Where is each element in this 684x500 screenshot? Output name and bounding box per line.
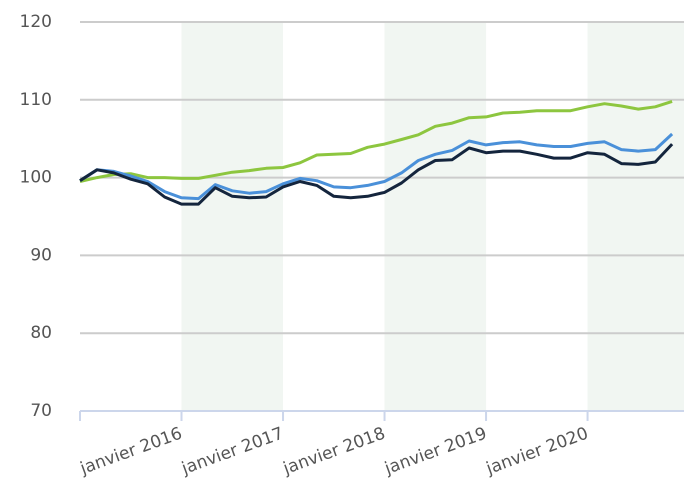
y-tick-label: 100 bbox=[20, 168, 52, 188]
series-line bbox=[79, 99, 673, 183]
series-line bbox=[79, 132, 674, 201]
shaded-band bbox=[384, 22, 487, 411]
shaded-band bbox=[181, 22, 284, 411]
y-tick-label: 110 bbox=[20, 90, 52, 110]
y-tick-label: 80 bbox=[30, 323, 52, 343]
x-tick-label: janvier 2018 bbox=[280, 424, 388, 480]
series-line bbox=[79, 143, 674, 206]
y-tick-label: 70 bbox=[30, 401, 52, 421]
x-tick-label: janvier 2020 bbox=[483, 424, 591, 480]
y-tick-label: 90 bbox=[30, 245, 52, 265]
x-tick-label: janvier 2017 bbox=[178, 424, 286, 480]
shaded-band bbox=[587, 22, 684, 411]
x-tick-label: janvier 2016 bbox=[77, 424, 185, 480]
y-tick-label: 120 bbox=[20, 12, 52, 32]
x-tick-label: janvier 2019 bbox=[381, 424, 489, 480]
